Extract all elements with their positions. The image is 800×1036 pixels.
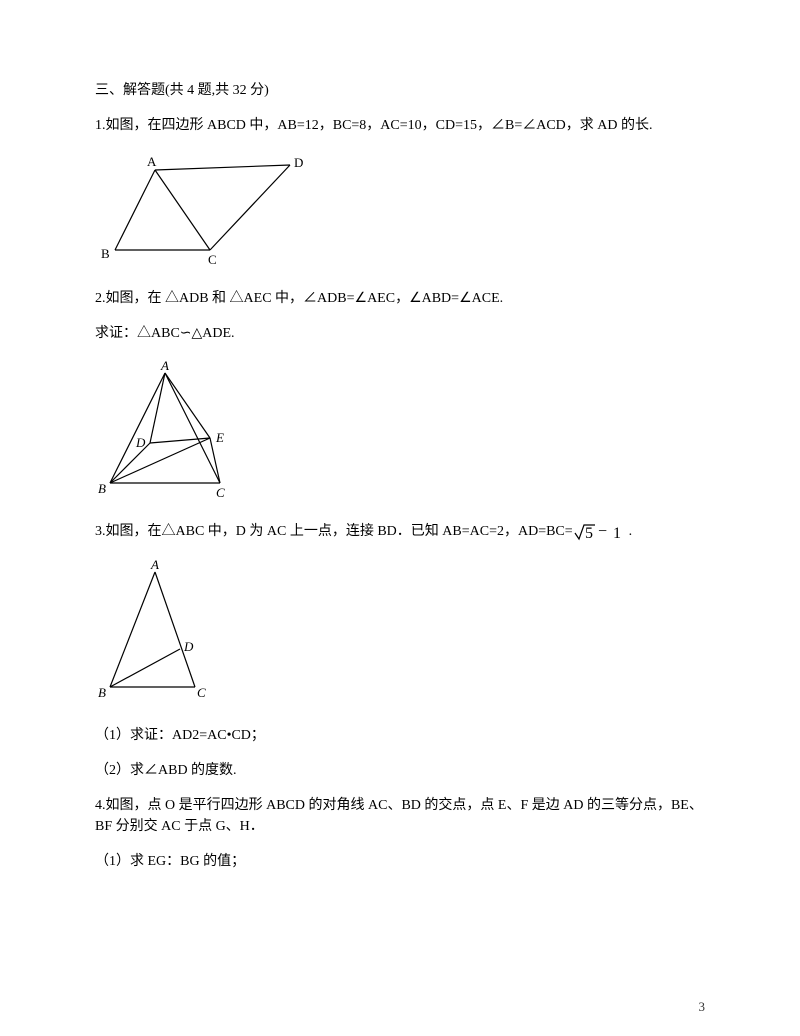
q1-figure: A B C D <box>95 150 705 270</box>
section-heading: 三、解答题(共 4 题,共 32 分) <box>95 80 705 101</box>
svg-text:D: D <box>183 639 194 654</box>
q3-part1: （1）求证：AD2=AC•CD； <box>95 725 705 746</box>
q3-figure: A B C D <box>95 557 705 707</box>
svg-text:−: − <box>598 523 607 540</box>
svg-text:5: 5 <box>585 525 593 542</box>
q3-part2: （2）求∠ABD 的度数. <box>95 760 705 781</box>
q3-text: 3.如图，在△ABC 中，D 为 AC 上一点，连接 BD．已知 AB=AC=2… <box>95 521 705 543</box>
svg-text:A: A <box>150 557 159 572</box>
q1-text: 1.如图，在四边形 ABCD 中，AB=12，BC=8，AC=10，CD=15，… <box>95 115 705 136</box>
svg-text:C: C <box>216 485 225 500</box>
q3-text-before: 3.如图，在△ABC 中，D 为 AC 上一点，连接 BD．已知 AB=AC=2… <box>95 524 573 539</box>
svg-text:B: B <box>101 246 110 261</box>
q3-text-after: . <box>629 524 633 539</box>
svg-text:C: C <box>208 252 217 267</box>
page-number: 3 <box>699 997 706 1017</box>
q2-text: 2.如图，在 △ADB 和 △AEC 中，∠ADB=∠AEC，∠ABD=∠ACE… <box>95 288 705 309</box>
q3-svg: A B C D <box>95 557 225 707</box>
svg-text:E: E <box>215 430 224 445</box>
svg-text:B: B <box>98 481 106 496</box>
svg-text:A: A <box>147 154 157 169</box>
page-root: 三、解答题(共 4 题,共 32 分) 1.如图，在四边形 ABCD 中，AB=… <box>0 0 800 1036</box>
svg-text:D: D <box>135 435 146 450</box>
q3-sqrt: 5−1 <box>573 521 629 543</box>
q4-text: 4.如图，点 O 是平行四边形 ABCD 的对角线 AC、BD 的交点，点 E、… <box>95 795 705 837</box>
q4-part1: （1）求 EG：BG 的值； <box>95 851 705 872</box>
q1-svg: A B C D <box>95 150 315 270</box>
q2-prove: 求证：△ABC∽△ADE. <box>95 323 705 344</box>
svg-text:A: A <box>160 358 169 373</box>
svg-text:B: B <box>98 685 106 700</box>
svg-text:1: 1 <box>613 525 621 542</box>
svg-text:D: D <box>294 155 303 170</box>
q2-figure: A B C D E <box>95 358 705 503</box>
q2-svg: A B C D E <box>95 358 245 503</box>
svg-text:C: C <box>197 685 206 700</box>
